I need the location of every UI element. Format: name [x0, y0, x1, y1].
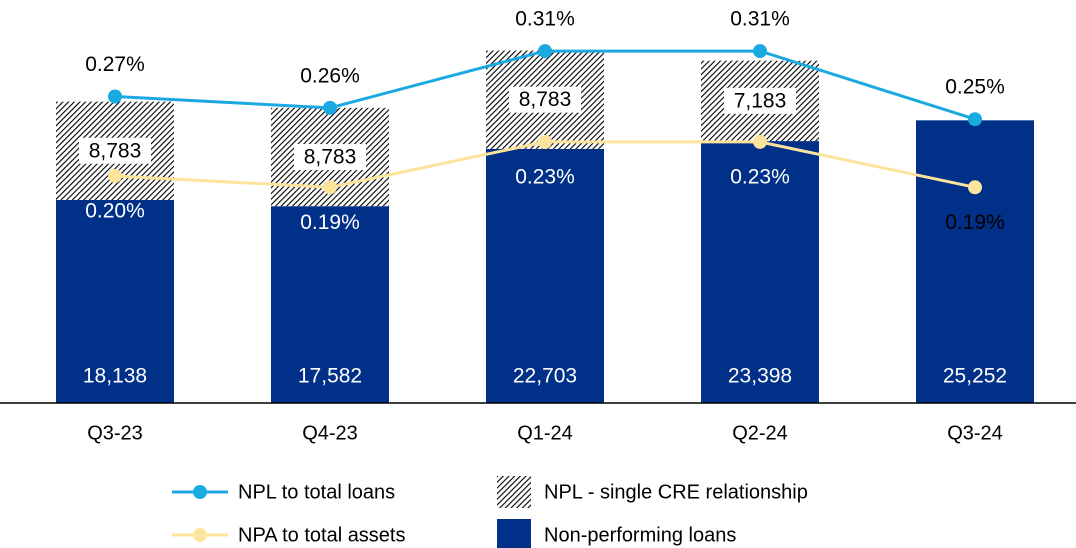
line-point [968, 112, 982, 127]
legend-swatch [497, 476, 531, 508]
legend-label: Non-performing loans [544, 524, 736, 546]
x-tick-label: Q3-24 [947, 422, 1003, 444]
legend-label: NPA to total assets [238, 524, 406, 546]
bar-value-label: 17,582 [298, 365, 362, 388]
bar-value-label: 8,783 [89, 139, 142, 162]
line-point [108, 168, 122, 183]
bar-segment [486, 148, 604, 403]
legend-marker [193, 528, 207, 542]
x-tick-label: Q2-24 [732, 422, 788, 444]
legend-swatch [497, 519, 531, 548]
x-tick-label: Q1-24 [517, 422, 573, 444]
bar-value-label: 23,398 [728, 365, 792, 388]
bar-value-label: 22,703 [513, 365, 577, 388]
bar-value-label: 8,783 [304, 146, 357, 169]
line-point [753, 44, 767, 59]
line-point [323, 180, 337, 195]
line-point [108, 89, 122, 104]
legend-marker [193, 485, 207, 499]
bar-segment [701, 141, 819, 403]
label-background [509, 86, 581, 113]
label-background [724, 87, 796, 114]
line-value-label: 0.26% [300, 64, 360, 87]
line-value-label: 0.19% [300, 211, 360, 234]
line-value-label: 0.31% [515, 8, 575, 31]
line-value-label: 0.23% [515, 165, 575, 188]
line-point [968, 180, 982, 195]
label-background [294, 144, 366, 171]
line-value-label: 0.31% [730, 8, 790, 31]
legend-label: NPL - single CRE relationship [544, 481, 808, 503]
line-point [753, 134, 767, 149]
line-point [538, 134, 552, 149]
bar-value-label: 18,138 [83, 365, 147, 388]
line-value-label: 0.25% [945, 76, 1005, 99]
bar-segment [271, 206, 389, 403]
legend-label: NPL to total loans [238, 481, 395, 503]
x-tick-label: Q3-23 [87, 422, 143, 444]
line-point [538, 44, 552, 59]
line-value-label: 0.19% [945, 211, 1005, 234]
label-background [79, 137, 151, 164]
line-value-label: 0.27% [85, 53, 145, 76]
bar-value-label: 7,183 [734, 89, 787, 112]
bar-value-label: 25,252 [943, 365, 1007, 388]
x-tick-label: Q4-23 [302, 422, 358, 444]
bar-value-label: 8,783 [519, 88, 572, 111]
bar-segment [56, 199, 174, 403]
line-value-label: 0.20% [85, 200, 145, 223]
line-value-label: 0.23% [730, 165, 790, 188]
bar-segment [916, 120, 1034, 404]
line-point [323, 100, 337, 115]
